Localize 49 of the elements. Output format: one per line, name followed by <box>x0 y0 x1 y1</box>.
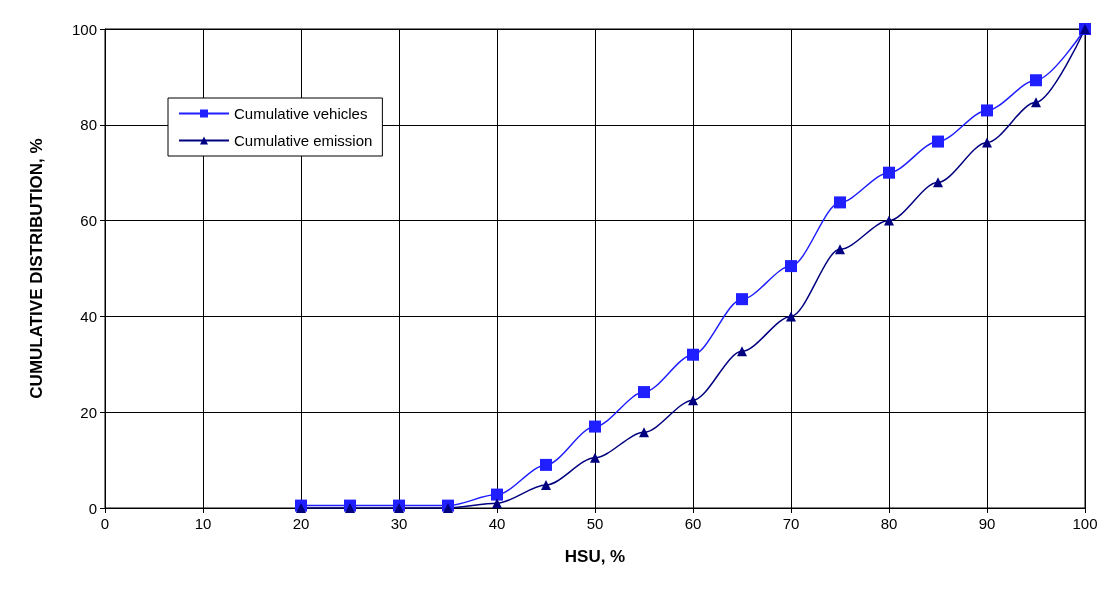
point <box>688 395 698 406</box>
x-tick-label: 10 <box>194 515 212 532</box>
x-axis-title: HSU, % <box>564 547 626 566</box>
point <box>394 503 404 513</box>
point <box>982 137 992 148</box>
x-tick-label: 100 <box>1072 515 1098 532</box>
point <box>687 348 699 361</box>
point <box>933 177 943 188</box>
point <box>345 503 355 513</box>
x-tick-label: 90 <box>978 515 996 532</box>
legend-label: Cumulative vehicles <box>234 105 368 122</box>
legend-label: Cumulative emission <box>234 132 373 149</box>
point <box>737 346 747 357</box>
point <box>639 427 649 438</box>
x-tick-label: 20 <box>292 515 310 532</box>
x-tick-label: 0 <box>100 515 110 532</box>
point <box>883 166 895 179</box>
y-axis-title: CUMULATIVE DISTRIBUTION, % <box>27 138 46 399</box>
y-tick-label: 80 <box>80 116 97 134</box>
point <box>1031 97 1041 108</box>
point <box>492 498 502 509</box>
point <box>589 420 601 433</box>
point <box>981 104 993 117</box>
point <box>540 458 552 471</box>
point <box>786 311 796 322</box>
point <box>296 503 306 513</box>
x-tick-label: 40 <box>488 515 506 532</box>
point <box>932 135 944 148</box>
y-tick-label: 20 <box>80 403 97 421</box>
point <box>443 503 453 513</box>
y-tick-label: 60 <box>80 212 97 230</box>
y-tick-label: 100 <box>71 20 97 38</box>
x-tick-label: 60 <box>684 515 702 532</box>
x-tick-label: 30 <box>390 515 408 532</box>
x-tick-label: 80 <box>880 515 898 532</box>
point <box>638 386 650 399</box>
point <box>834 196 846 209</box>
y-tick-label: 0 <box>88 499 97 517</box>
point <box>541 480 551 491</box>
point <box>1030 74 1042 87</box>
point <box>491 488 503 501</box>
point <box>736 293 748 306</box>
point <box>835 244 845 255</box>
x-tick-label: 70 <box>782 515 800 532</box>
y-tick-label: 40 <box>80 307 97 325</box>
x-tick-label: 50 <box>586 515 604 532</box>
point <box>785 260 797 273</box>
point <box>590 452 600 463</box>
point <box>884 215 894 226</box>
